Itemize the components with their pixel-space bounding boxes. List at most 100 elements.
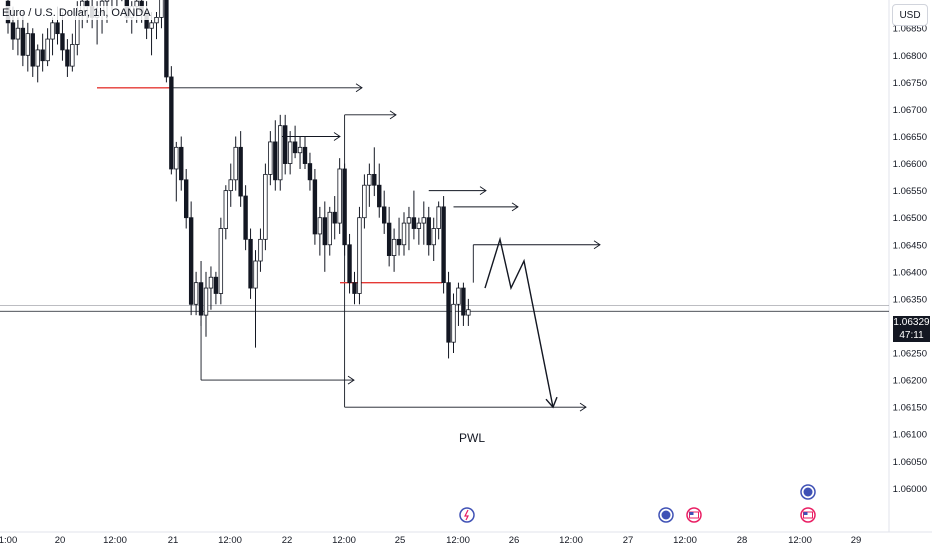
candle-body	[396, 238, 402, 246]
time-tick-label: 12:00	[103, 535, 127, 546]
time-tick-label: 12:00	[673, 535, 697, 546]
ray-arrowhead	[579, 402, 587, 412]
candle-body	[431, 228, 436, 246]
price-tick-label: 1.06500	[893, 213, 927, 224]
candle-body	[416, 222, 422, 229]
candle-body	[342, 168, 347, 246]
candle-body	[377, 184, 382, 208]
candle-body	[253, 260, 258, 289]
candle-body	[367, 173, 372, 186]
candle-body	[203, 287, 209, 316]
price-axis[interactable]: 1.06850 1.06800 1.06750 1.06700 1.06650 1.066…	[893, 24, 927, 495]
candle-body	[332, 211, 337, 224]
projection-group	[484, 236, 558, 409]
price-tick-label: 1.06450	[893, 240, 927, 251]
price-tick-label: 1.06050	[893, 457, 927, 468]
ray-arrowhead	[593, 240, 601, 250]
eu-flag-icon	[661, 510, 671, 520]
price-tick-label: 1.06550	[893, 186, 927, 197]
projection-arrowhead	[545, 396, 558, 409]
candle-body	[40, 49, 45, 62]
candle-body	[268, 141, 273, 175]
price-tick-label: 1.06850	[893, 24, 927, 35]
candle-body	[287, 141, 293, 164]
candle-body	[466, 309, 471, 316]
candle-body	[30, 33, 35, 67]
bar-countdown: 47:11	[899, 330, 924, 341]
candle-body	[337, 168, 342, 224]
ray-arrowhead	[333, 132, 341, 141]
candle-body	[282, 125, 288, 164]
candle-body	[357, 217, 362, 294]
candle-body	[198, 282, 204, 316]
candle-body	[426, 217, 431, 246]
candle-body	[312, 179, 318, 235]
candle-body	[218, 228, 224, 294]
price-tick-label: 1.06400	[893, 267, 927, 278]
price-tick-label: 1.06100	[893, 430, 927, 441]
time-tick-label: 22	[282, 535, 293, 546]
time-tick-label: 26	[509, 535, 520, 546]
candle-body	[352, 282, 357, 294]
candle-body	[149, 22, 154, 29]
candle-body	[446, 282, 451, 343]
candle-body	[60, 33, 65, 51]
candle-body	[258, 238, 263, 262]
symbol-title[interactable]: Euro / U.S. Dollar, 1h, OANDA	[0, 6, 153, 20]
time-tick-label: 12:00	[332, 535, 356, 546]
candle-body	[362, 184, 367, 219]
candle-body	[223, 190, 228, 229]
candle-body	[273, 141, 278, 181]
candle-body	[188, 217, 194, 305]
us-flag-canton-icon	[689, 512, 694, 515]
projection-path	[484, 236, 554, 408]
candle-body	[25, 33, 30, 56]
currency-selector[interactable]: USD	[892, 4, 928, 26]
candle-body	[159, 0, 164, 18]
candle-body	[307, 163, 313, 181]
time-tick-label: 28	[737, 535, 748, 546]
candle-body	[169, 76, 174, 170]
candle-body	[292, 141, 298, 154]
time-axis[interactable]: 1:00 20 12:00 21 12:00 22 12:00 25 12:00 26 12:00 2…	[0, 535, 861, 546]
candle-body	[263, 173, 268, 240]
candle-body	[461, 287, 466, 316]
candle-body	[55, 22, 60, 35]
pwl-label: PWL	[459, 431, 486, 445]
candle-body	[372, 173, 377, 186]
candle-body	[208, 276, 214, 289]
price-tick-label: 1.06150	[893, 403, 927, 414]
level-lines	[97, 83, 601, 412]
lightning-icon	[464, 509, 469, 521]
price-tick-label: 1.06000	[893, 484, 927, 495]
price-tick-label: 1.06700	[893, 105, 927, 116]
us-flag-canton-icon	[803, 512, 808, 515]
candle-body	[456, 287, 461, 305]
candle-body	[20, 27, 26, 56]
candle-body	[391, 238, 397, 256]
candle-body	[179, 146, 184, 181]
candle-body	[322, 217, 327, 246]
candle-body	[451, 303, 456, 343]
time-tick-label: 12:00	[788, 535, 812, 546]
ray-arrowhead	[511, 202, 519, 212]
candles-group	[5, 0, 471, 359]
time-tick-label: 1:00	[0, 535, 17, 546]
candle-body	[381, 206, 387, 224]
candle-body	[154, 17, 159, 24]
eu-flag-icon	[803, 487, 813, 497]
candle-body	[70, 44, 75, 67]
candle-body	[327, 211, 332, 246]
price-tick-label: 1.06800	[893, 51, 927, 62]
ray-arrowhead	[389, 110, 397, 120]
economic-events[interactable]	[459, 484, 816, 523]
current-price-value: 1.06329	[893, 317, 930, 328]
price-tick-label: 1.06650	[893, 132, 927, 143]
price-tick-label: 1.06250	[893, 349, 927, 360]
candle-body	[386, 222, 392, 256]
candle-body	[65, 49, 70, 67]
time-tick-label: 27	[623, 535, 634, 546]
price-tick-label: 1.06750	[893, 78, 927, 89]
